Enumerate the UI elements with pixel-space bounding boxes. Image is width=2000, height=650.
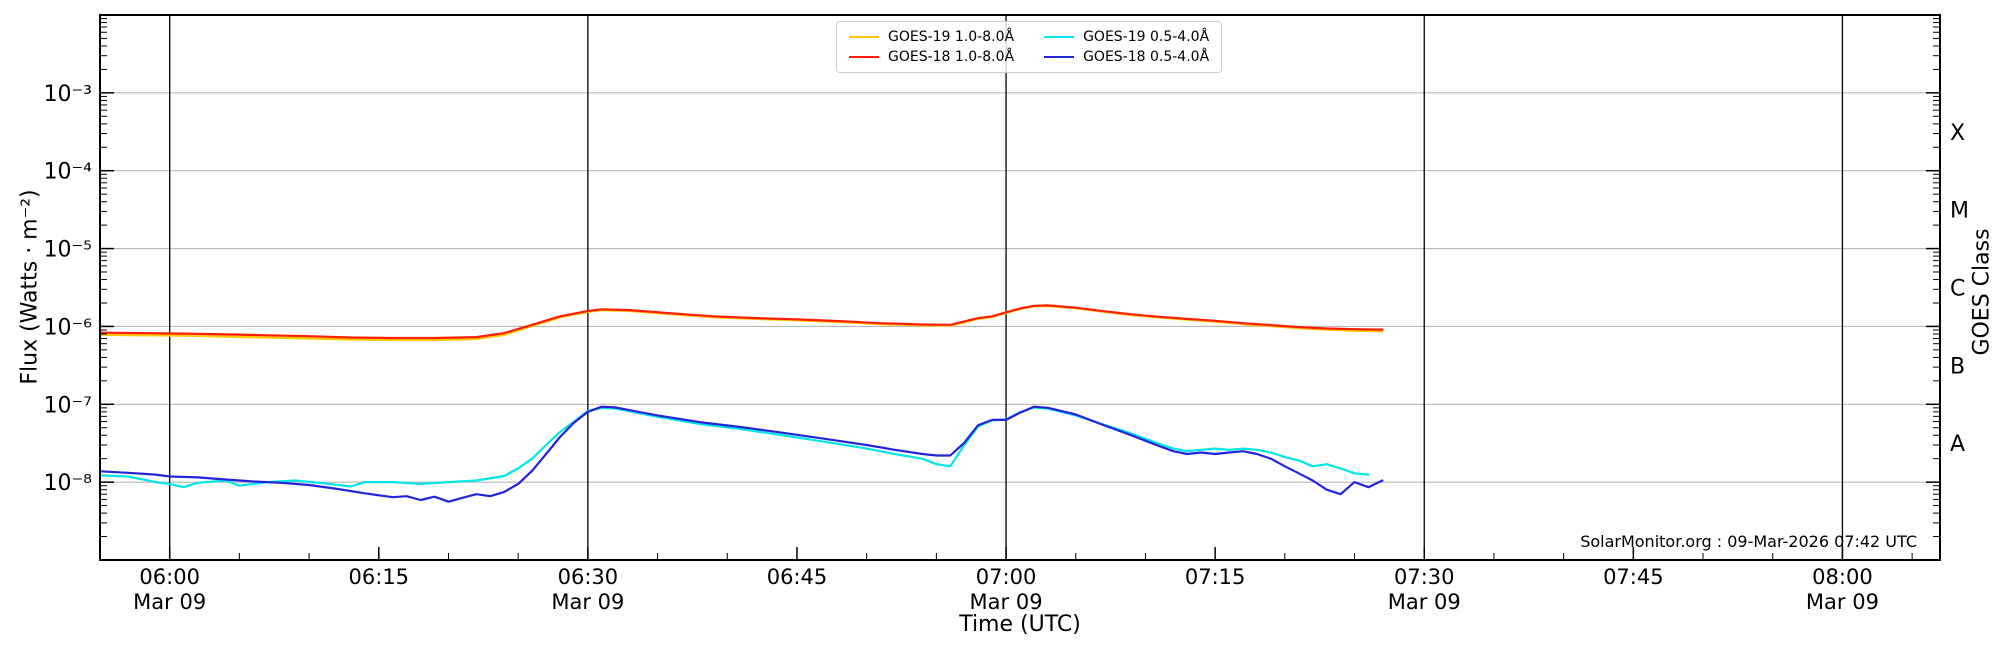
- y-tick-label: 10⁻³: [44, 82, 92, 107]
- goes-class-label-a: A: [1950, 432, 1965, 457]
- legend-item: GOES-19 1.0-8.0Å: [849, 29, 1014, 45]
- goes-class-label-x: X: [1950, 121, 1965, 146]
- legend-line-swatch: [849, 56, 879, 58]
- goes-class-label-b: B: [1950, 354, 1965, 379]
- x-tick-label: 07:00: [976, 565, 1037, 589]
- x-tick-date-label: Mar 09: [1388, 590, 1461, 614]
- x-tick-label: 06:00: [139, 565, 200, 589]
- legend-line-swatch: [1044, 36, 1075, 38]
- x-tick-label: 07:45: [1603, 565, 1664, 589]
- y-axis-label-left: Flux (Watts · m⁻²): [17, 189, 43, 385]
- x-tick-label: 07:30: [1394, 565, 1455, 589]
- x-tick-date-label: Mar 09: [1806, 590, 1879, 614]
- x-tick-date-label: Mar 09: [133, 590, 206, 614]
- legend-line-swatch: [849, 36, 879, 38]
- y-axis-label-right: GOES Class: [1969, 228, 1995, 356]
- y-tick-label: 10⁻⁶: [44, 315, 93, 340]
- x-tick-label: 06:30: [558, 565, 619, 589]
- series-goes-18-1-0-8-0-: [100, 304, 1384, 340]
- y-tick-label: 10⁻⁴: [44, 160, 93, 185]
- legend-item: GOES-18 1.0-8.0Å: [849, 49, 1014, 65]
- x-tick-date-label: Mar 09: [970, 590, 1043, 614]
- watermark-text: SolarMonitor.org : 09-Mar-2026 07:42 UTC: [1580, 532, 1917, 551]
- plot-border: [99, 14, 1941, 561]
- legend-item: GOES-18 0.5-4.0Å: [1044, 49, 1209, 65]
- x-tick-label: 07:15: [1185, 565, 1246, 589]
- x-tick-date-label: Mar 09: [551, 590, 624, 614]
- x-axis-label: Time (UTC): [959, 612, 1081, 637]
- legend-label: GOES-19 0.5-4.0Å: [1083, 29, 1210, 45]
- legend-line-swatch: [1044, 56, 1075, 58]
- legend-label: GOES-19 1.0-8.0Å: [888, 29, 1015, 45]
- legend: GOES-19 1.0-8.0Å GOES-19 0.5-4.0Å GOES-18 …: [836, 21, 1223, 73]
- series-goes-19-0-5-4-0-: [100, 406, 1370, 489]
- goes-class-label-c: C: [1950, 277, 1965, 302]
- x-tick-label: 08:00: [1812, 565, 1873, 589]
- x-tick-label: 06:15: [349, 565, 410, 589]
- legend-item: GOES-19 0.5-4.0Å: [1044, 29, 1209, 45]
- legend-label: GOES-18 0.5-4.0Å: [1083, 49, 1210, 65]
- legend-label: GOES-18 1.0-8.0Å: [888, 49, 1015, 65]
- y-tick-label: 10⁻⁸: [44, 471, 93, 496]
- x-tick-label: 06:45: [767, 565, 828, 589]
- y-tick-label: 10⁻⁵: [44, 238, 92, 263]
- goes-class-label-m: M: [1950, 199, 1969, 224]
- series-goes-18-0-5-4-0-: [100, 405, 1384, 503]
- y-tick-label: 10⁻⁷: [44, 393, 92, 418]
